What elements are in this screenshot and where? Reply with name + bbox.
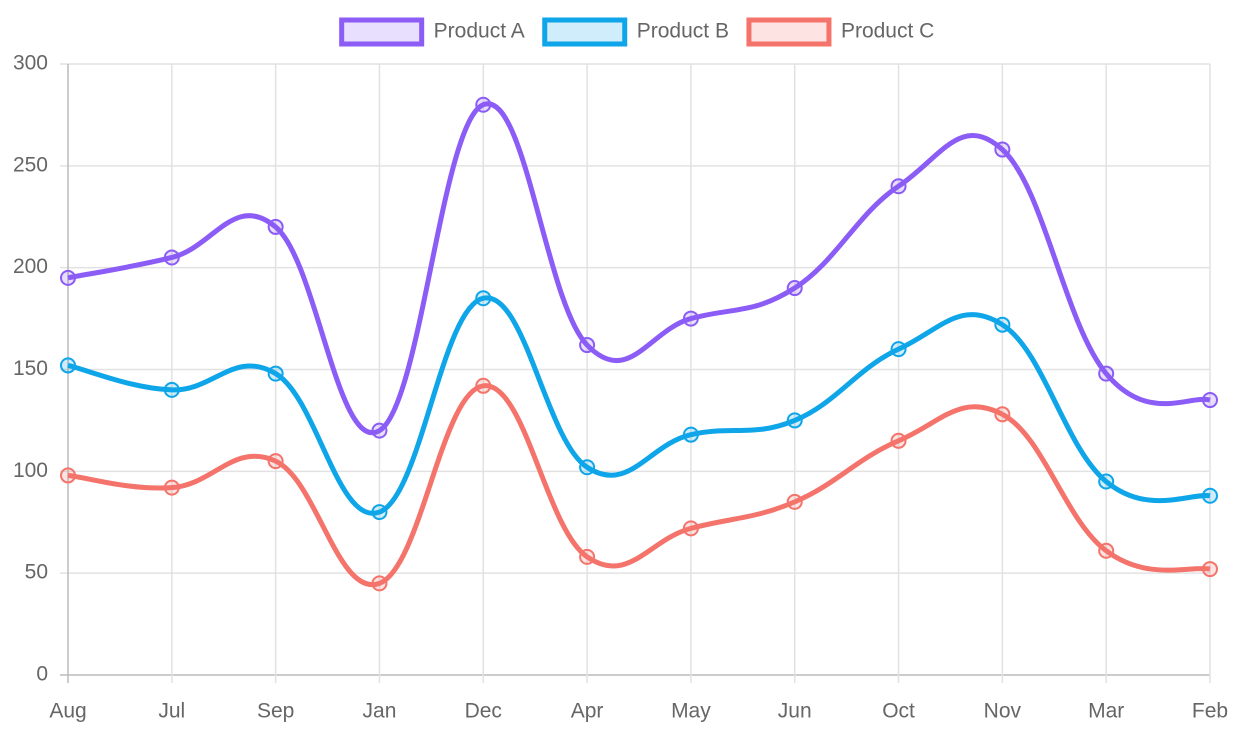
point xyxy=(60,357,76,374)
x-tick-label: Jul xyxy=(158,700,185,723)
point xyxy=(579,337,596,354)
legend-swatch xyxy=(542,17,628,47)
legend-swatch xyxy=(339,17,425,47)
point xyxy=(1098,473,1115,490)
point xyxy=(163,479,180,496)
point xyxy=(786,493,803,510)
point xyxy=(475,96,492,113)
series-line xyxy=(67,383,1211,588)
legend-label: Product B xyxy=(637,20,729,43)
point xyxy=(475,377,492,394)
point xyxy=(475,290,492,307)
point xyxy=(890,341,907,358)
point xyxy=(60,467,76,484)
x-tick-label: Sep xyxy=(257,700,294,723)
x-tick-label: Apr xyxy=(571,700,604,723)
x-tick-label: May xyxy=(671,700,711,723)
point xyxy=(267,453,284,470)
point xyxy=(994,316,1011,333)
point xyxy=(267,365,284,382)
point xyxy=(682,426,699,443)
series-line xyxy=(67,295,1211,516)
point xyxy=(371,504,388,521)
point xyxy=(786,412,803,429)
point xyxy=(163,381,180,398)
point xyxy=(890,178,907,195)
x-tick-label: Oct xyxy=(882,700,915,723)
x-tick-label: Feb xyxy=(1192,700,1228,723)
point xyxy=(579,459,596,476)
y-tick-label: 150 xyxy=(13,357,48,380)
point xyxy=(163,249,180,266)
point xyxy=(60,269,76,286)
y-tick-label: 0 xyxy=(36,663,48,686)
legend-swatch xyxy=(746,17,832,47)
x-tick-label: Jun xyxy=(778,700,812,723)
point xyxy=(786,280,803,297)
x-tick-label: Aug xyxy=(49,700,86,723)
y-tick-label: 50 xyxy=(25,561,48,584)
y-tick-label: 200 xyxy=(13,255,48,278)
legend-label: Product A xyxy=(434,20,525,43)
x-tick-label: Dec xyxy=(465,700,502,723)
point xyxy=(682,310,699,327)
x-tick-label: Mar xyxy=(1088,700,1124,723)
x-tick-label: Jan xyxy=(363,700,397,723)
y-tick-label: 100 xyxy=(13,459,48,482)
series-line xyxy=(67,101,1211,436)
y-tick-label: 300 xyxy=(13,52,48,75)
point xyxy=(1098,365,1115,382)
x-tick-label: Nov xyxy=(984,700,1022,723)
y-tick-label: 250 xyxy=(13,153,48,176)
point xyxy=(994,141,1011,158)
point xyxy=(1202,561,1218,578)
point xyxy=(371,422,388,439)
legend-label: Product C xyxy=(841,20,934,43)
point xyxy=(994,406,1011,423)
point xyxy=(267,218,284,235)
point xyxy=(682,520,699,537)
point xyxy=(371,575,388,592)
point xyxy=(579,548,596,565)
point xyxy=(1202,487,1218,504)
point xyxy=(1202,392,1218,409)
point xyxy=(1098,542,1115,559)
point xyxy=(890,432,907,449)
